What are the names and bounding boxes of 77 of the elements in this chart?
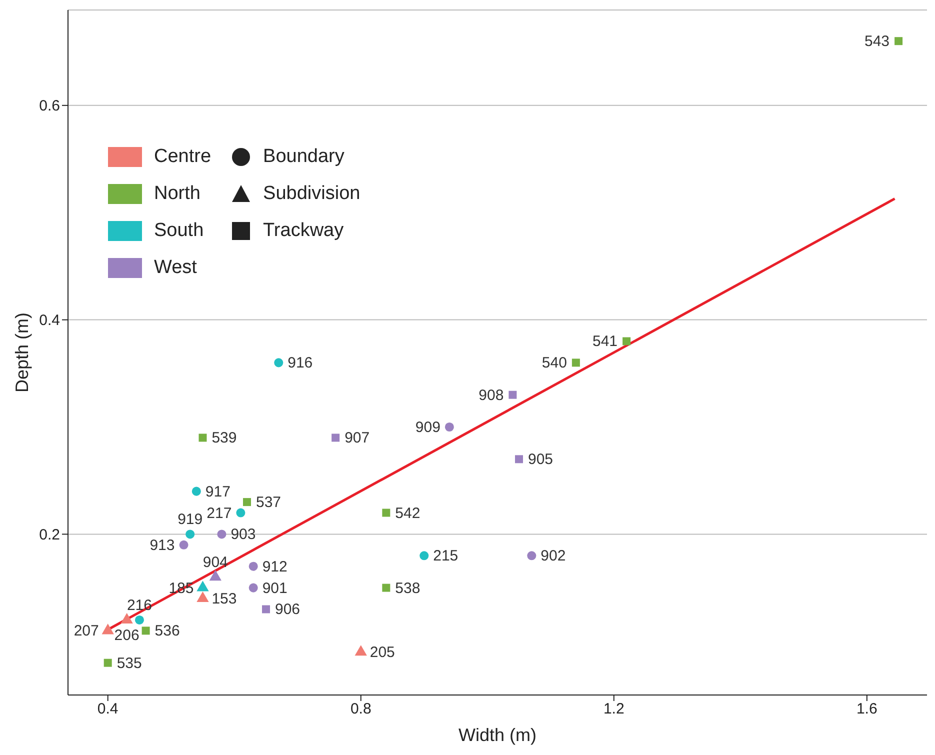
annotation: 538 [395,580,420,597]
point [248,562,258,571]
x-tick-label: 1.6 [856,700,878,718]
point [192,486,201,496]
point [104,658,112,667]
point [243,498,252,506]
annotation: 540 [542,354,567,372]
point [134,615,144,624]
annotation: 904 [202,554,228,572]
point [196,580,209,592]
annotation: 906 [274,601,300,618]
point [515,455,524,464]
annotation: 916 [288,354,313,372]
point [354,645,367,656]
annotation: 912 [262,558,288,576]
point [508,390,517,399]
y-axis-title: Depth (m) [12,312,32,393]
point [186,530,195,539]
point [196,592,209,602]
point [572,358,580,367]
point [274,358,284,368]
annotation: 536 [154,622,180,640]
annotation: 206 [114,626,140,644]
legend-label: Subdivision [263,182,360,204]
point [382,508,390,517]
legend-label: South [154,220,204,242]
annotation: 537 [256,494,282,512]
x-tick-label: 0.4 [97,700,118,718]
legend-label: North [154,182,200,204]
annotation: 217 [206,504,232,522]
annotation: 541 [592,333,618,350]
annotation: 153 [212,590,237,608]
annotation: 902 [540,548,566,565]
legend-label: Boundary [263,146,344,168]
point [198,434,207,442]
annotation: 903 [230,526,256,544]
point [332,434,340,442]
point [527,551,536,560]
point [236,508,246,518]
x-tick-label: 1.2 [603,700,624,718]
annotation: 905 [528,451,554,468]
annotation: 207 [74,622,99,640]
point [262,605,270,614]
legend-label: Centre [154,146,212,168]
point [894,37,903,46]
point [179,540,188,550]
annotation: 919 [178,511,203,528]
annotation: 542 [395,504,420,522]
annotation: 907 [344,430,370,447]
point [217,530,226,539]
legend-label: West [154,256,197,278]
point [248,583,258,592]
x-tick-label: 0.8 [350,700,372,718]
point [209,570,222,581]
x-axis-title: Width (m) [458,725,536,745]
annotation: 216 [126,596,152,614]
point [622,337,631,346]
point [102,624,114,634]
annotation: 909 [415,419,440,436]
annotation: 913 [150,536,175,554]
annotation: 535 [116,654,142,672]
y-tick-label: 0.4 [39,312,60,330]
point [444,422,454,432]
annotation: 215 [433,548,458,565]
annotation: 539 [212,430,237,447]
annotation: 917 [205,483,230,500]
annotation: 543 [864,33,890,50]
y-tick-label: 0.6 [39,98,60,115]
legend-label: Trackway [263,220,344,242]
point [382,584,390,592]
point [142,626,150,635]
point [420,551,429,560]
annotation: 901 [262,580,288,597]
y-tick-label: 0.2 [39,526,60,544]
annotation: 908 [478,386,504,404]
annotation: 205 [370,644,395,662]
point [120,612,133,624]
